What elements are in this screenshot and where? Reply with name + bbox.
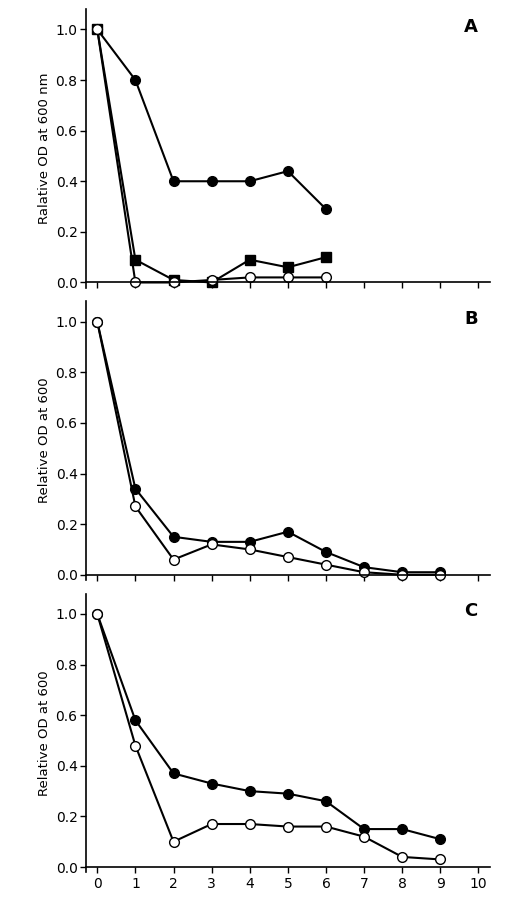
Text: A: A — [464, 17, 478, 36]
Y-axis label: Relative OD at 600: Relative OD at 600 — [38, 670, 52, 796]
Y-axis label: Ralative OD at 600 nm: Ralative OD at 600 nm — [38, 73, 52, 224]
Text: C: C — [465, 602, 478, 620]
Y-axis label: Relative OD at 600: Relative OD at 600 — [38, 378, 52, 503]
Text: B: B — [464, 309, 478, 328]
